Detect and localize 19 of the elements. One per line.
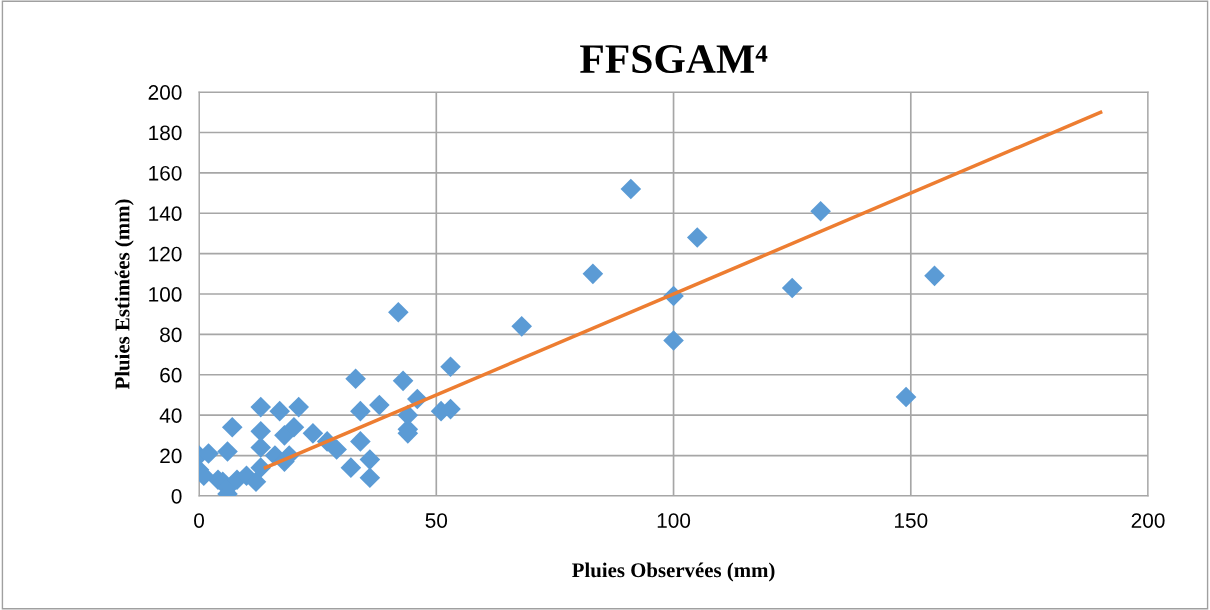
y-tick-label: 20 xyxy=(160,448,182,464)
x-tick-label: 100 xyxy=(657,513,691,528)
y-tick-label: 120 xyxy=(149,246,182,262)
y-tick-label: 160 xyxy=(149,165,182,181)
y-tick-label: 0 xyxy=(171,488,182,504)
x-tick-label: 150 xyxy=(895,513,928,528)
chart-title: FFSGAM⁴ xyxy=(580,45,768,74)
x-tick-label: 50 xyxy=(425,513,448,528)
x-tick-label: 0 xyxy=(194,513,205,528)
y-axis-title: Pluies Estimées (mm) xyxy=(114,199,134,390)
x-tick-label: 200 xyxy=(1131,513,1165,528)
y-tick-label: 60 xyxy=(160,367,182,383)
y-tick-label: 180 xyxy=(149,125,182,141)
y-tick-label: 80 xyxy=(160,327,182,343)
y-tick-label: 140 xyxy=(149,206,182,222)
y-tick-label: 100 xyxy=(149,287,182,302)
x-axis-title: Pluies Observées (mm) xyxy=(572,562,775,582)
y-tick-label: 200 xyxy=(148,85,182,100)
y-tick-label: 40 xyxy=(159,408,182,423)
